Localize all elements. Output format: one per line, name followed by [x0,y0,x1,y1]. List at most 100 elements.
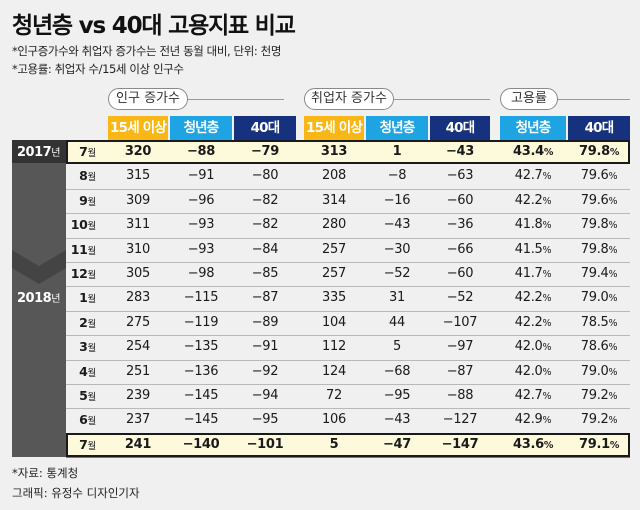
group-label-population: 인구 증가수 [108,88,188,110]
cell-pop-youth: −145 [183,412,219,428]
row-separator [66,213,630,215]
cell-emp-youth: −30 [383,241,411,257]
cell-pop-40s: −87 [251,290,279,306]
cell-emp-15plus: 106 [322,412,346,428]
table-row: 10월 311 −93 −82 280 −43 −36 41.8% 79.8% [66,213,630,237]
cell-pop-40s: −82 [251,217,279,233]
table-row: 11월 310 −93 −84 257 −30 −66 41.5% 79.8% [66,238,630,262]
cell-pop-40s: −94 [251,388,279,403]
cell-emp-40s: −60 [446,266,474,281]
table-row: 9월 309 −96 −82 314 −16 −60 42.2% 79.6% [66,189,630,213]
cell-emp-40s: −66 [446,241,474,257]
cell-rate-youth: 42.2% [514,192,552,208]
cell-pop-youth: −145 [183,388,219,403]
year-column-2017-block [12,140,66,163]
cell-pop-15plus: 275 [126,314,150,330]
cell-rate-youth: 42.7% [514,168,552,184]
cell-rate-youth: 42.2% [514,314,552,330]
table-row: 6월 237 −145 −95 106 −43 −127 42.9% 79.2% [66,408,630,432]
cell-pop-15plus: 320 [124,144,152,159]
cell-pop-15plus: 311 [126,217,150,233]
month-label: 9월 [79,192,96,208]
cell-emp-15plus: 257 [322,241,346,257]
cell-pop-15plus: 237 [126,412,150,428]
cell-emp-15plus: 72 [326,388,342,403]
cell-pop-youth: −119 [183,314,219,330]
year-column [12,140,66,457]
cell-pop-40s: −79 [250,144,280,159]
table-row: 4월 251 −136 −92 124 −68 −87 42.0% 79.0% [66,360,630,384]
cell-pop-15plus: 309 [126,192,150,208]
cell-rate-youth: 43.6% [512,436,554,452]
month-label: 7월 [79,144,96,159]
cell-pop-youth: −135 [183,339,219,355]
month-label: 3월 [79,339,96,355]
cell-emp-15plus: 124 [322,363,346,379]
cell-emp-15plus: 208 [322,168,346,184]
cell-emp-youth: −47 [382,436,412,452]
year-label-2017: 2017년 [17,145,60,160]
month-label: 5월 [79,388,96,403]
cell-emp-15plus: 314 [322,192,346,208]
row-separator [66,188,630,190]
cell-pop-15plus: 283 [126,290,150,306]
table-row: 5월 239 −145 −94 72 −95 −88 42.7% 79.2% [66,384,630,408]
cell-emp-40s: −52 [446,290,474,306]
cell-emp-15plus: 280 [322,217,346,233]
chevron-divider-icon [12,250,66,284]
chart-title: 청년층 vs 40대 고용지표 비교 [12,13,296,39]
cell-pop-15plus: 251 [126,363,150,379]
graphic-credit: 그래픽: 유정수 디자인기자 [12,486,140,500]
row-separator [66,408,630,410]
header-rate-40s: 40대 [568,116,630,140]
cell-emp-youth: −43 [383,412,411,428]
cell-pop-youth: −115 [183,290,219,306]
cell-rate-youth: 41.5% [514,241,552,257]
highlight-row-box [66,140,630,164]
month-label: 10월 [70,217,97,233]
cell-pop-40s: −89 [251,314,279,330]
cell-emp-40s: −127 [442,412,478,428]
cell-pop-15plus: 310 [126,241,150,257]
cell-pop-40s: −85 [251,266,279,281]
cell-pop-youth: −91 [187,168,215,184]
table-row: 12월 305 −98 −85 257 −52 −60 41.7% 79.4% [66,262,630,286]
cell-emp-15plus: 313 [320,144,348,159]
cell-rate-40s: 79.0% [580,290,618,306]
cell-emp-40s: −63 [446,168,474,184]
cell-pop-40s: −101 [246,436,284,452]
cell-pop-15plus: 239 [126,388,150,403]
month-label: 4월 [79,363,96,379]
cell-emp-youth: 31 [389,290,405,306]
cell-rate-40s: 79.8% [580,217,618,233]
group-line-population [108,99,284,100]
row-separator [66,384,630,385]
cell-pop-40s: −84 [251,241,279,257]
cell-rate-40s: 79.6% [580,192,618,208]
table-row: 3월 254 −135 −91 112 5 −97 42.0% 78.6% [66,335,630,359]
cell-pop-15plus: 305 [126,266,150,281]
cell-pop-40s: −91 [251,339,279,355]
header-pop-15plus: 15세 이상 [108,116,168,140]
cell-emp-40s: −107 [442,314,478,330]
table-row: 8월 315 −91 −80 208 −8 −63 42.7% 79.6% [66,164,630,188]
row-separator [66,286,630,288]
cell-emp-youth: 5 [393,339,401,355]
month-label: 2월 [79,314,96,330]
cell-pop-40s: −80 [251,168,279,184]
cell-rate-40s: 79.2% [580,412,618,428]
cell-pop-youth: −93 [187,217,215,233]
header-emp-40s: 40대 [430,116,490,140]
row-separator [66,262,630,263]
month-label: 11월 [70,241,97,257]
cell-rate-youth: 43.4% [512,144,554,159]
cell-pop-40s: −95 [251,412,279,428]
cell-pop-youth: −140 [182,436,220,452]
row-separator [66,237,630,239]
cell-emp-15plus: 257 [322,266,346,281]
header-emp-youth: 청년층 [366,116,428,140]
cell-rate-40s: 79.8% [580,241,618,257]
cell-rate-youth: 42.7% [514,388,552,403]
month-label: 1월 [79,290,96,306]
month-label: 7월 [79,436,96,452]
